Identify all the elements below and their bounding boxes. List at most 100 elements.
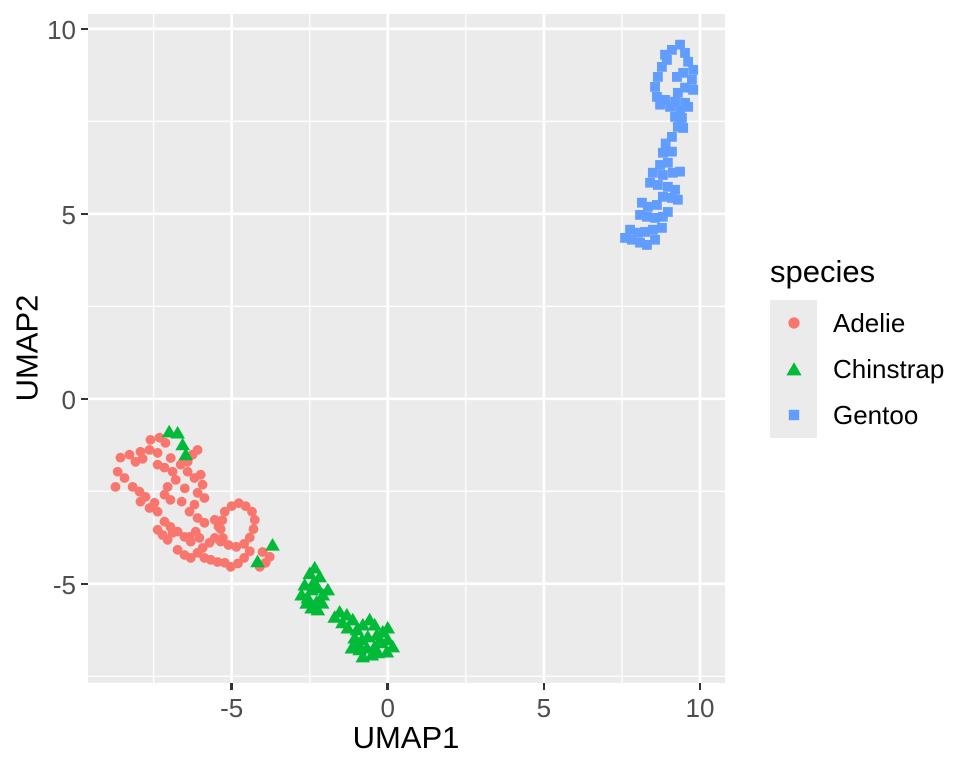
data-point-gentoo <box>652 72 663 82</box>
x-tick-mark <box>542 683 546 690</box>
data-point-chinstrap <box>385 639 401 653</box>
legend-row-chinstrap: Chinstrap <box>770 346 944 392</box>
data-point-gentoo <box>632 227 643 238</box>
data-point-adelie <box>165 494 176 505</box>
data-point-adelie <box>149 497 160 508</box>
data-point-adelie <box>231 541 242 552</box>
data-point-adelie <box>239 538 250 549</box>
data-point-adelie <box>190 526 201 537</box>
data-point-adelie <box>165 453 176 463</box>
data-point-gentoo <box>672 194 683 205</box>
data-point-gentoo <box>655 99 665 110</box>
data-point-adelie <box>137 453 148 464</box>
data-point-adelie <box>217 533 228 543</box>
data-point-adelie <box>195 469 206 480</box>
series-adelie <box>110 432 275 572</box>
data-point-chinstrap <box>314 596 330 609</box>
data-point-adelie <box>124 449 135 460</box>
data-point-adelie <box>192 444 203 455</box>
data-point-adelie <box>239 553 250 563</box>
data-point-gentoo <box>647 224 658 235</box>
data-point-chinstrap <box>380 620 396 634</box>
data-point-gentoo <box>680 82 690 93</box>
data-point-gentoo <box>637 197 647 208</box>
data-point-adelie <box>244 532 255 543</box>
data-point-gentoo <box>672 121 683 132</box>
x-tick-label: 10 <box>685 693 715 723</box>
data-point-gentoo <box>662 181 673 192</box>
data-point-chinstrap <box>310 602 326 616</box>
x-tick-mark <box>698 683 702 690</box>
legend-row-gentoo: Gentoo <box>770 392 944 438</box>
adelie-circle-marker-icon <box>787 317 800 329</box>
data-point-gentoo <box>657 211 668 222</box>
legend-label-gentoo: Gentoo <box>833 400 919 430</box>
y-tick-label: 0 <box>61 384 76 415</box>
data-point-gentoo <box>652 180 663 190</box>
data-point-gentoo <box>650 81 660 92</box>
data-point-gentoo <box>665 101 675 112</box>
data-point-adelie <box>192 487 203 498</box>
data-point-gentoo <box>667 146 677 157</box>
data-point-adelie <box>152 506 163 517</box>
gentoo-square-marker-icon <box>788 409 799 421</box>
data-point-gentoo <box>667 193 677 203</box>
series-chinstrap <box>161 424 401 663</box>
data-point-gentoo <box>672 87 683 98</box>
data-point-gentoo <box>683 101 694 112</box>
data-point-adelie <box>189 499 200 510</box>
data-point-gentoo <box>675 104 685 115</box>
data-point-adelie <box>257 547 268 557</box>
data-point-gentoo <box>657 147 668 158</box>
data-point-adelie <box>240 501 251 512</box>
data-point-gentoo <box>642 211 652 222</box>
data-point-gentoo <box>667 131 677 142</box>
data-point-gentoo <box>670 96 680 107</box>
data-point-adelie <box>144 444 155 455</box>
plot-panel <box>88 14 725 683</box>
data-point-gentoo <box>650 234 660 245</box>
data-point-gentoo <box>645 177 655 188</box>
data-point-adelie <box>248 524 259 534</box>
data-point-adelie <box>127 481 138 492</box>
data-point-gentoo <box>683 56 694 67</box>
x-tick-label: 5 <box>536 693 552 723</box>
data-point-adelie <box>170 474 181 485</box>
data-point-gentoo <box>642 239 652 250</box>
data-point-adelie <box>152 447 163 458</box>
data-point-gentoo <box>660 49 670 60</box>
data-point-adelie <box>192 513 203 523</box>
data-point-gentoo <box>647 167 658 178</box>
data-point-chinstrap <box>306 574 322 588</box>
data-point-adelie <box>145 434 156 445</box>
data-point-gentoo <box>657 191 668 202</box>
legend-key-chinstrap <box>770 346 817 392</box>
data-point-gentoo <box>642 201 653 212</box>
data-point-gentoo <box>662 54 672 65</box>
data-point-adelie <box>152 459 163 470</box>
data-point-adelie <box>212 557 223 567</box>
data-point-gentoo <box>662 157 673 168</box>
x-tick-label: -5 <box>220 693 244 723</box>
x-tick-label: 0 <box>380 693 395 723</box>
data-point-adelie <box>199 493 210 503</box>
data-point-gentoo <box>662 207 673 217</box>
data-point-adelie <box>219 506 230 517</box>
y-tick-mark <box>81 27 88 31</box>
data-point-adelie <box>167 527 178 538</box>
chinstrap-triangle-marker-icon <box>785 362 802 376</box>
data-point-gentoo <box>660 94 670 105</box>
data-point-chinstrap <box>299 596 314 609</box>
y-tick-mark <box>81 212 88 216</box>
data-point-gentoo <box>660 138 671 149</box>
data-point-gentoo <box>657 222 667 233</box>
data-point-gentoo <box>655 160 665 170</box>
data-point-adelie <box>176 496 187 507</box>
data-point-gentoo <box>627 234 637 245</box>
data-point-chinstrap <box>372 634 388 647</box>
data-point-chinstrap <box>335 615 350 629</box>
data-point-gentoo <box>640 227 650 237</box>
data-point-gentoo <box>675 39 685 50</box>
data-point-adelie <box>247 506 257 517</box>
